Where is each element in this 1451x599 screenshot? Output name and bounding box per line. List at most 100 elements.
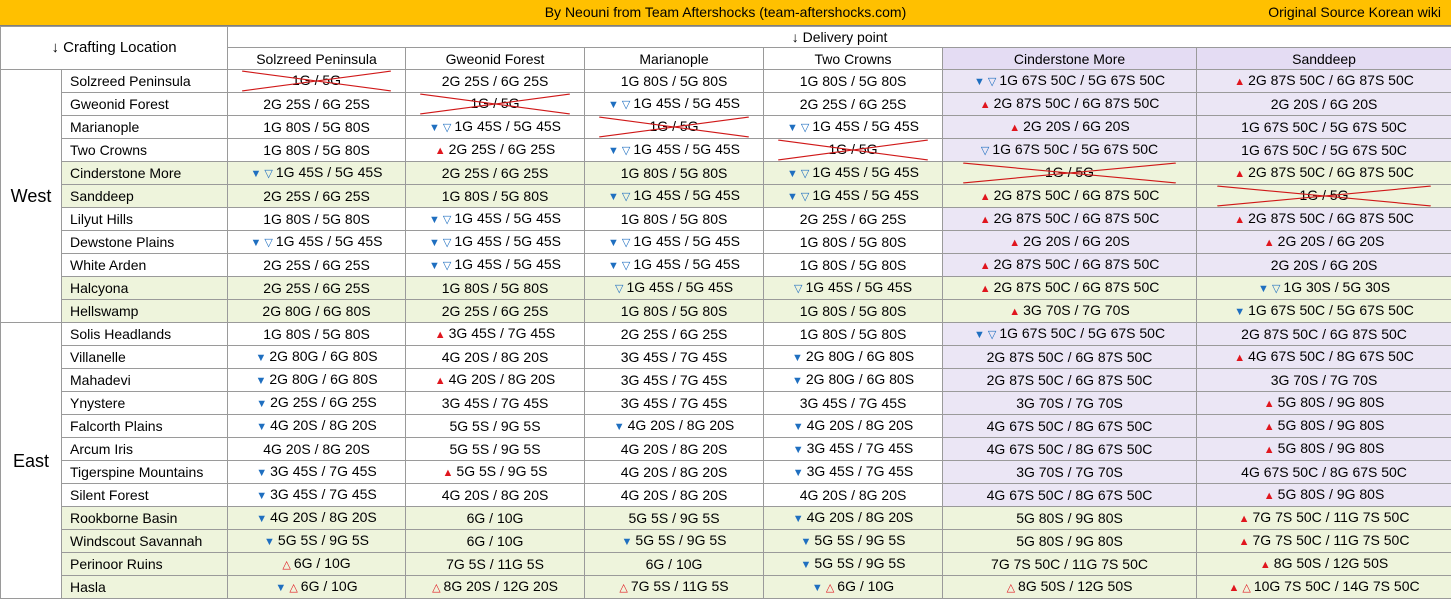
price-cell: 1G / 5G: [1197, 185, 1451, 208]
price-text: 2G 87S 50C / 6G 87S 50C: [994, 279, 1160, 295]
price-text: 3G 45S / 7G 45S: [270, 463, 377, 479]
price-text: 4G 20S / 8G 20S: [270, 509, 377, 525]
price-cell: 1G / 5G: [406, 93, 585, 116]
price-text: 8G 20S / 12G 20S: [444, 578, 558, 594]
price-down-icon: ▼: [608, 187, 619, 207]
price-text: 1G 45S / 5G 45S: [633, 187, 740, 203]
price-text: 2G 20S / 6G 20S: [1023, 118, 1130, 134]
same-location-cross: 1G / 5G: [585, 116, 763, 138]
crafting-location-name: Solis Headlands: [62, 323, 228, 346]
price-text: 1G 45S / 5G 45S: [454, 118, 561, 134]
price-up-icon: ▲: [435, 141, 446, 161]
price-cell: ▲2G 87S 50C / 6G 87S 50C: [943, 254, 1197, 277]
price-text: 1G 80S / 5G 80S: [800, 234, 907, 250]
price-up-icon: ▲: [1234, 210, 1245, 230]
price-down-icon: ▼: [793, 463, 804, 483]
price-up-icon: △: [826, 578, 834, 598]
price-text: 1G 45S / 5G 45S: [276, 164, 383, 180]
price-text: 1G 80S / 5G 80S: [800, 73, 907, 89]
crafting-location-name: Perinoor Ruins: [62, 553, 228, 576]
source-text: Original Source Korean wiki: [1268, 4, 1441, 20]
crafting-location-name: Hellswamp: [62, 300, 228, 323]
price-down-icon: ▽: [622, 141, 630, 161]
price-cell: 5G 5S / 9G 5S: [406, 438, 585, 461]
price-text: 1G 80S / 5G 80S: [442, 280, 549, 296]
price-text: 2G 25S / 6G 25S: [263, 188, 370, 204]
price-text: 2G 87S 50C / 6G 87S 50C: [1248, 72, 1414, 88]
price-down-icon: ▼: [264, 532, 275, 552]
price-up-icon: △: [619, 578, 627, 598]
price-cell: 3G 70S / 7G 70S: [1197, 369, 1451, 392]
price-down-icon: ▽: [1272, 279, 1280, 299]
price-cell: ▲7G 7S 50C / 11G 7S 50C: [1197, 507, 1451, 530]
price-up-icon: ▲: [1234, 72, 1245, 92]
price-cell: ▲2G 87S 50C / 6G 87S 50C: [1197, 162, 1451, 185]
price-cell: 2G 25S / 6G 25S: [764, 93, 943, 116]
price-text: 4G 67S 50C / 8G 67S 50C: [1241, 464, 1407, 480]
price-down-icon: ▼: [974, 72, 985, 92]
price-down-icon: ▼: [608, 95, 619, 115]
price-text: 2G 87S 50C / 6G 87S 50C: [1248, 164, 1414, 180]
price-cell: ▲4G 20S / 8G 20S: [406, 369, 585, 392]
price-text: 1G 45S / 5G 45S: [626, 279, 733, 295]
price-cell: ▲2G 87S 50C / 6G 87S 50C: [943, 93, 1197, 116]
price-down-icon: ▼: [256, 463, 267, 483]
price-cell: 7G 5S / 11G 5S: [406, 553, 585, 576]
price-up-icon: ▲: [435, 325, 446, 345]
price-down-icon: ▼: [974, 325, 985, 345]
price-cell: ▼▽1G 30S / 5G 30S: [1197, 277, 1451, 300]
price-cell: ▼△6G / 10G: [764, 576, 943, 599]
price-text: 5G 80S / 9G 80S: [1278, 417, 1385, 433]
price-cell: 1G / 5G: [943, 162, 1197, 185]
price-text: 1G 80S / 5G 80S: [263, 211, 370, 227]
price-text: 2G 80G / 6G 80S: [806, 371, 914, 387]
price-down-icon: ▼: [787, 187, 798, 207]
price-text: 1G 80S / 5G 80S: [263, 142, 370, 158]
crafting-location-name: Dewstone Plains: [62, 231, 228, 254]
crafting-location-name: White Arden: [62, 254, 228, 277]
price-text: 5G 80S / 9G 80S: [1278, 486, 1385, 502]
price-text: 1G 80S / 5G 80S: [621, 165, 728, 181]
crafting-location-name: Arcum Iris: [62, 438, 228, 461]
column-header: Marianople: [585, 48, 764, 70]
same-location-cross: 1G / 5G: [1197, 185, 1451, 207]
price-cell: 1G 80S / 5G 80S: [406, 185, 585, 208]
price-text: 2G 25S / 6G 25S: [449, 141, 556, 157]
price-cell: ▼▽1G 45S / 5G 45S: [406, 231, 585, 254]
price-up-icon: ▲: [980, 210, 991, 230]
price-text: 3G 45S / 7G 45S: [270, 486, 377, 502]
price-text: 4G 67S 50C / 8G 67S 50C: [987, 441, 1153, 457]
price-cell: 3G 45S / 7G 45S: [585, 346, 764, 369]
price-down-icon: ▼: [429, 118, 440, 138]
price-cell: ▼2G 80G / 6G 80S: [228, 346, 406, 369]
price-up-icon: ▲: [980, 95, 991, 115]
price-down-icon: ▼: [608, 256, 619, 276]
price-cell: 6G / 10G: [406, 530, 585, 553]
price-cell: ▼4G 20S / 8G 20S: [764, 507, 943, 530]
price-cell: ▼▽1G 45S / 5G 45S: [585, 254, 764, 277]
price-cell: 2G 80G / 6G 80S: [228, 300, 406, 323]
column-header: Sanddeep: [1197, 48, 1451, 70]
price-down-icon: ▽: [801, 187, 809, 207]
price-cell: ▼4G 20S / 8G 20S: [764, 415, 943, 438]
price-text: 7G 7S 50C / 11G 7S 50C: [1253, 532, 1410, 548]
price-text: 4G 20S / 8G 20S: [449, 371, 556, 387]
price-cell: ▲△10G 7S 50C / 14G 7S 50C: [1197, 576, 1451, 599]
price-text: 1G 45S / 5G 45S: [812, 164, 919, 180]
price-cell: 1G 80S / 5G 80S: [764, 300, 943, 323]
price-text: 4G 20S / 8G 20S: [263, 441, 370, 457]
price-text: 1G 45S / 5G 45S: [805, 279, 912, 295]
price-up-icon: ▲: [1239, 509, 1250, 529]
price-down-icon: ▼: [793, 509, 804, 529]
price-cell: 2G 25S / 6G 25S: [406, 70, 585, 93]
price-cell: ▼▽1G 45S / 5G 45S: [406, 116, 585, 139]
price-cell: 2G 87S 50C / 6G 87S 50C: [1197, 323, 1451, 346]
price-cell: 1G 80S / 5G 80S: [764, 323, 943, 346]
price-text: 5G 5S / 9G 5S: [456, 463, 547, 479]
price-text: 4G 20S / 8G 20S: [270, 417, 377, 433]
